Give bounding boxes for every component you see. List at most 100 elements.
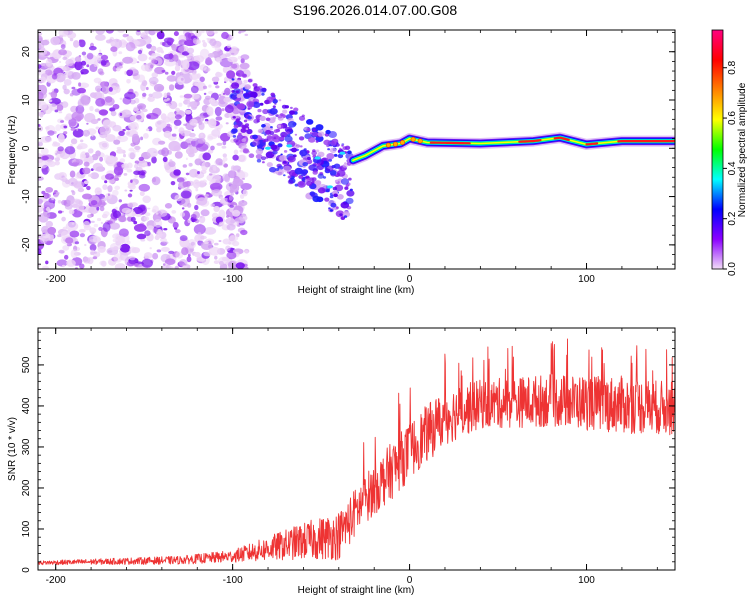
spectrogram-frame — [37, 29, 676, 270]
spectrogram-speckle — [154, 30, 161, 33]
spectrogram-speckle — [77, 143, 88, 150]
spectrogram-speckle — [136, 103, 147, 110]
spectrogram-speckle — [133, 223, 147, 232]
spectrogram-speckle — [187, 202, 192, 208]
spectrogram-speckle — [221, 145, 227, 149]
spectrogram-speckle — [147, 207, 151, 210]
spectrogram-speckle — [201, 39, 206, 43]
spectrogram-speckle — [69, 230, 80, 238]
spectrogram-transition-blob — [294, 133, 298, 136]
spectrogram-speckle — [155, 212, 159, 215]
spectrogram-speckle — [141, 108, 148, 113]
spectrogram-speckle — [166, 75, 177, 82]
spectrogram-transition-blob — [340, 216, 346, 221]
spectrogram-speckle — [45, 220, 53, 228]
spectrogram-speckle — [115, 206, 118, 210]
spectrogram-speckle — [65, 70, 73, 76]
spectrogram-speckle — [79, 263, 85, 269]
spectrogram-speckle — [186, 256, 192, 263]
spectrogram-speckle — [203, 92, 207, 95]
spectrogram-speckle — [144, 212, 151, 217]
spectrogram-speckle — [194, 251, 201, 258]
spectrogram-transition-blob — [287, 175, 292, 179]
spectrogram-speckle — [232, 209, 241, 217]
spectrogram-transition-blob — [233, 138, 239, 143]
spectrogram-transition-blob — [335, 206, 339, 209]
spectrogram-speckle — [232, 154, 239, 161]
spectrogram-speckle — [91, 30, 95, 33]
spectrogram-speckle — [95, 126, 100, 130]
spectrogram-speckle — [92, 256, 98, 260]
spectrogram-speckle — [128, 147, 135, 152]
spectrogram-speckle — [112, 124, 122, 132]
spectrogram-speckle — [156, 30, 165, 40]
spectrogram-transition-blob — [272, 105, 276, 108]
spectrogram-speckle — [90, 200, 98, 206]
spectrogram-speckle — [128, 123, 137, 130]
spectrogram-speckle — [126, 131, 131, 135]
spectrogram-speckle — [219, 260, 224, 266]
spectrogram-speckle — [170, 181, 176, 186]
spectrogram-speckle — [133, 91, 138, 94]
spectrogram-transition-blob — [266, 162, 273, 168]
spectrogram-speckle — [152, 252, 159, 260]
spectrogram-speckle — [174, 65, 181, 72]
spectrogram-speckle — [119, 158, 126, 164]
spectrogram-speckle — [207, 133, 218, 140]
spectrogram-speckle — [90, 92, 97, 98]
spectrogram-speckle — [105, 192, 112, 200]
spectrogram-speckle — [222, 92, 226, 95]
spectrogram-hotspot — [286, 144, 293, 148]
spectrogram-speckle — [49, 103, 57, 111]
spectrogram-speckle — [205, 95, 211, 100]
spectrogram-speckle — [199, 215, 206, 224]
spectrogram-transition-blob — [259, 102, 264, 106]
spectrogram-speckle — [63, 79, 72, 86]
spectrogram-speckle — [128, 88, 134, 93]
spectrogram-speckle — [100, 54, 109, 61]
spectrogram-speckle — [45, 187, 54, 193]
spectrogram-speckle — [240, 183, 252, 190]
spectrogram-speckle — [182, 181, 189, 188]
spectrogram-transition-blob — [303, 148, 307, 151]
spectrogram-speckle — [187, 239, 197, 249]
spectrogram-speckle — [216, 58, 222, 63]
spectrogram-speckle — [231, 52, 235, 55]
spectrogram-speckle — [196, 197, 208, 206]
spectrogram-speckle — [88, 206, 99, 215]
spectrogram-speckle — [79, 39, 83, 43]
spectrogram-speckle — [171, 133, 177, 137]
spectrogram-speckle — [223, 76, 230, 82]
spectrogram-speckle — [60, 230, 69, 240]
spectrogram-speckle — [238, 200, 248, 207]
spectrogram-speckle — [174, 125, 178, 130]
spectrogram-speckle — [100, 81, 109, 88]
spectrogram-transition-blob — [329, 195, 334, 199]
spectrogram-speckle — [57, 172, 67, 180]
spectrogram-speckle — [214, 255, 218, 260]
spectrogram-speckle — [101, 86, 109, 95]
spectrogram-speckle — [229, 204, 234, 208]
spectrogram-speckle — [38, 35, 43, 43]
spectrogram-speckle — [40, 47, 46, 52]
spectrogram-transition-blob — [306, 181, 313, 186]
spectrogram-speckle — [168, 250, 175, 254]
spectrogram-transition-blob — [247, 107, 251, 111]
spectrogram-speckle — [156, 249, 162, 253]
spectrogram-speckle — [45, 260, 48, 264]
spectrogram-speckle — [141, 258, 153, 268]
spectrogram-speckle — [134, 163, 139, 169]
spectrogram-speckle — [115, 86, 121, 93]
spectrogram-speckle — [119, 97, 123, 100]
spectrogram-speckle — [173, 31, 179, 37]
spectrogram-transition-blob — [333, 153, 338, 157]
spectrogram-speckle — [129, 246, 137, 254]
snr-panel: -200 -100 0 100 0 100 200 300 400 500 Height of s… — [7, 327, 676, 596]
spectrogram-speckle — [56, 191, 60, 195]
spectrogram-transition-blob — [325, 129, 331, 135]
spectrogram-transition-blob — [249, 91, 258, 99]
spectrogram-speckle — [178, 102, 183, 107]
spectrogram-speckle — [242, 177, 245, 180]
spectrogram-speckle — [110, 46, 118, 52]
spectrogram-speckle — [179, 40, 183, 43]
